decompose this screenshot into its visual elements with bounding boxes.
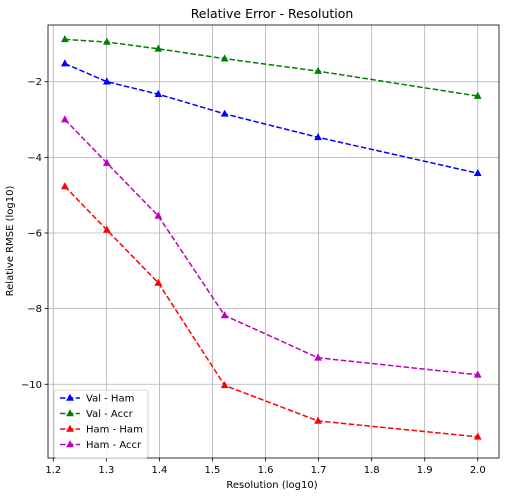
data-point: [473, 168, 482, 177]
x-axis-label: Resolution (log10): [226, 480, 317, 491]
axis-ticks: 1.2 1.3 1.4 1.5 1.6 1.7 1.8 1.9 2.0 −10 −8 −6 −4 −2: [21, 77, 486, 476]
data-point: [61, 182, 69, 190]
data-point: [154, 89, 163, 97]
data-point: [220, 54, 229, 62]
y-tick-label: −4: [27, 153, 42, 164]
x-tick-label: 1.7: [311, 465, 327, 476]
data-point: [154, 278, 163, 286]
data-point: [314, 416, 322, 424]
x-tick-label: 1.4: [151, 465, 167, 476]
data-point: [103, 77, 111, 85]
x-tick-label: 1.2: [45, 465, 61, 476]
x-tick-label: 1.5: [205, 465, 221, 476]
data-point: [220, 109, 229, 117]
legend-swatch-marker: [66, 393, 74, 401]
series-line: [64, 185, 478, 438]
series-line: [64, 62, 478, 174]
data-point: [473, 91, 482, 99]
data-point: [314, 353, 322, 361]
data-point: [473, 370, 482, 378]
data-point: [103, 225, 111, 233]
data-point: [61, 35, 69, 43]
chart-title: Relative Error - Resolution: [191, 6, 354, 21]
y-tick-label: −2: [27, 77, 42, 88]
legend-entry: Ham - Accr: [60, 440, 142, 451]
data-point: [103, 37, 111, 45]
series-line: [64, 119, 478, 376]
series-val-accr: [61, 35, 482, 99]
y-tick-label: −6: [27, 228, 42, 239]
legend-label: Val - Accr: [86, 409, 134, 420]
data-point: [220, 311, 229, 319]
legend-entry: Val - Accr: [60, 409, 134, 420]
legend-swatch-marker: [66, 440, 74, 448]
x-tick-label: 1.6: [258, 465, 274, 476]
data-point: [61, 115, 69, 123]
x-tick-label: 1.9: [417, 465, 433, 476]
legend-entry: Val - Ham: [60, 394, 134, 405]
data-point: [314, 66, 322, 74]
y-tick-label: −8: [27, 304, 42, 315]
series-ham-ham: [61, 182, 482, 440]
data-point: [314, 133, 322, 141]
data-point: [154, 211, 163, 219]
data-point: [473, 432, 482, 440]
x-tick-label: 1.8: [364, 465, 380, 476]
series-line: [64, 38, 478, 97]
data-point: [154, 44, 163, 52]
data-point: [61, 59, 69, 67]
legend-label: Ham - Accr: [86, 440, 142, 451]
grid: [48, 25, 499, 458]
x-tick-label: 2.0: [470, 465, 486, 476]
series-val-ham: [61, 59, 482, 177]
series-lines: [61, 35, 482, 440]
legend-label: Ham - Ham: [86, 425, 143, 436]
x-tick-label: 1.3: [98, 465, 114, 476]
legend-swatch-marker: [66, 424, 74, 432]
legend-box: [53, 389, 149, 459]
data-point: [220, 381, 229, 389]
y-tick-label: −10: [21, 380, 42, 391]
y-axis-label: Relative RMSE (log10): [5, 186, 16, 297]
legend-label: Val - Ham: [86, 394, 134, 405]
legend-entry: Ham - Ham: [60, 425, 143, 436]
data-point: [103, 158, 111, 166]
series-ham-accr: [61, 115, 482, 378]
legend: Val - Ham Val - Accr Ham - Ham Ham - Accr: [53, 389, 149, 459]
legend-swatch-marker: [66, 409, 74, 417]
plot-frame: [47, 24, 500, 459]
